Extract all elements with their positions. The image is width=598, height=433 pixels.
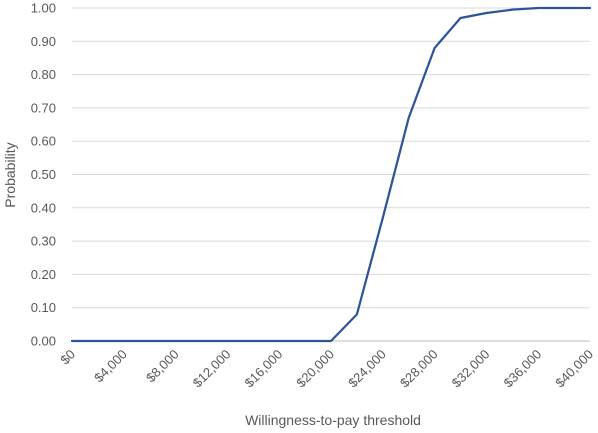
x-tick-label: $28,000 [397,347,441,391]
plot-area [70,6,592,343]
x-axis-title: Willingness-to-pay threshold [245,412,421,428]
series-line [70,6,592,343]
y-tick-label: 0.50 [31,167,56,182]
y-tick-label: 0.90 [31,34,56,49]
x-tick-label: $0 [57,347,78,368]
x-tick-label: $4,000 [91,347,130,386]
y-tick-label: 0.30 [31,234,56,249]
y-tick-label: 0.00 [31,334,56,349]
x-tick-label: $8,000 [143,347,182,386]
x-axis-ticks: $0 $4,000 $8,000 $12,000 $16,000 $20,000 $24,0… [57,347,596,391]
x-tick-label: $12,000 [190,347,234,391]
y-tick-label: 0.40 [31,200,56,215]
x-tick-label: $20,000 [293,347,337,391]
y-tick-label: 0.70 [31,100,56,115]
x-tick-label: $16,000 [241,347,285,391]
x-tick-label: $36,000 [500,347,544,391]
y-tick-label: 0.10 [31,300,56,315]
y-tick-label: 1.00 [31,1,56,16]
x-tick-label: $32,000 [449,347,493,391]
x-tick-label: $40,000 [552,347,596,391]
y-tick-label: 0.60 [31,134,56,149]
x-tick-label: $24,000 [345,347,389,391]
gridlines [72,7,590,342]
y-tick-label: 0.80 [31,67,56,82]
y-axis-title: Probability [2,142,18,207]
y-tick-label: 0.20 [31,267,56,282]
y-axis-ticks: 0.00 0.10 0.20 0.30 0.40 0.50 0.60 0.70 0.80 0.90… [31,1,56,349]
